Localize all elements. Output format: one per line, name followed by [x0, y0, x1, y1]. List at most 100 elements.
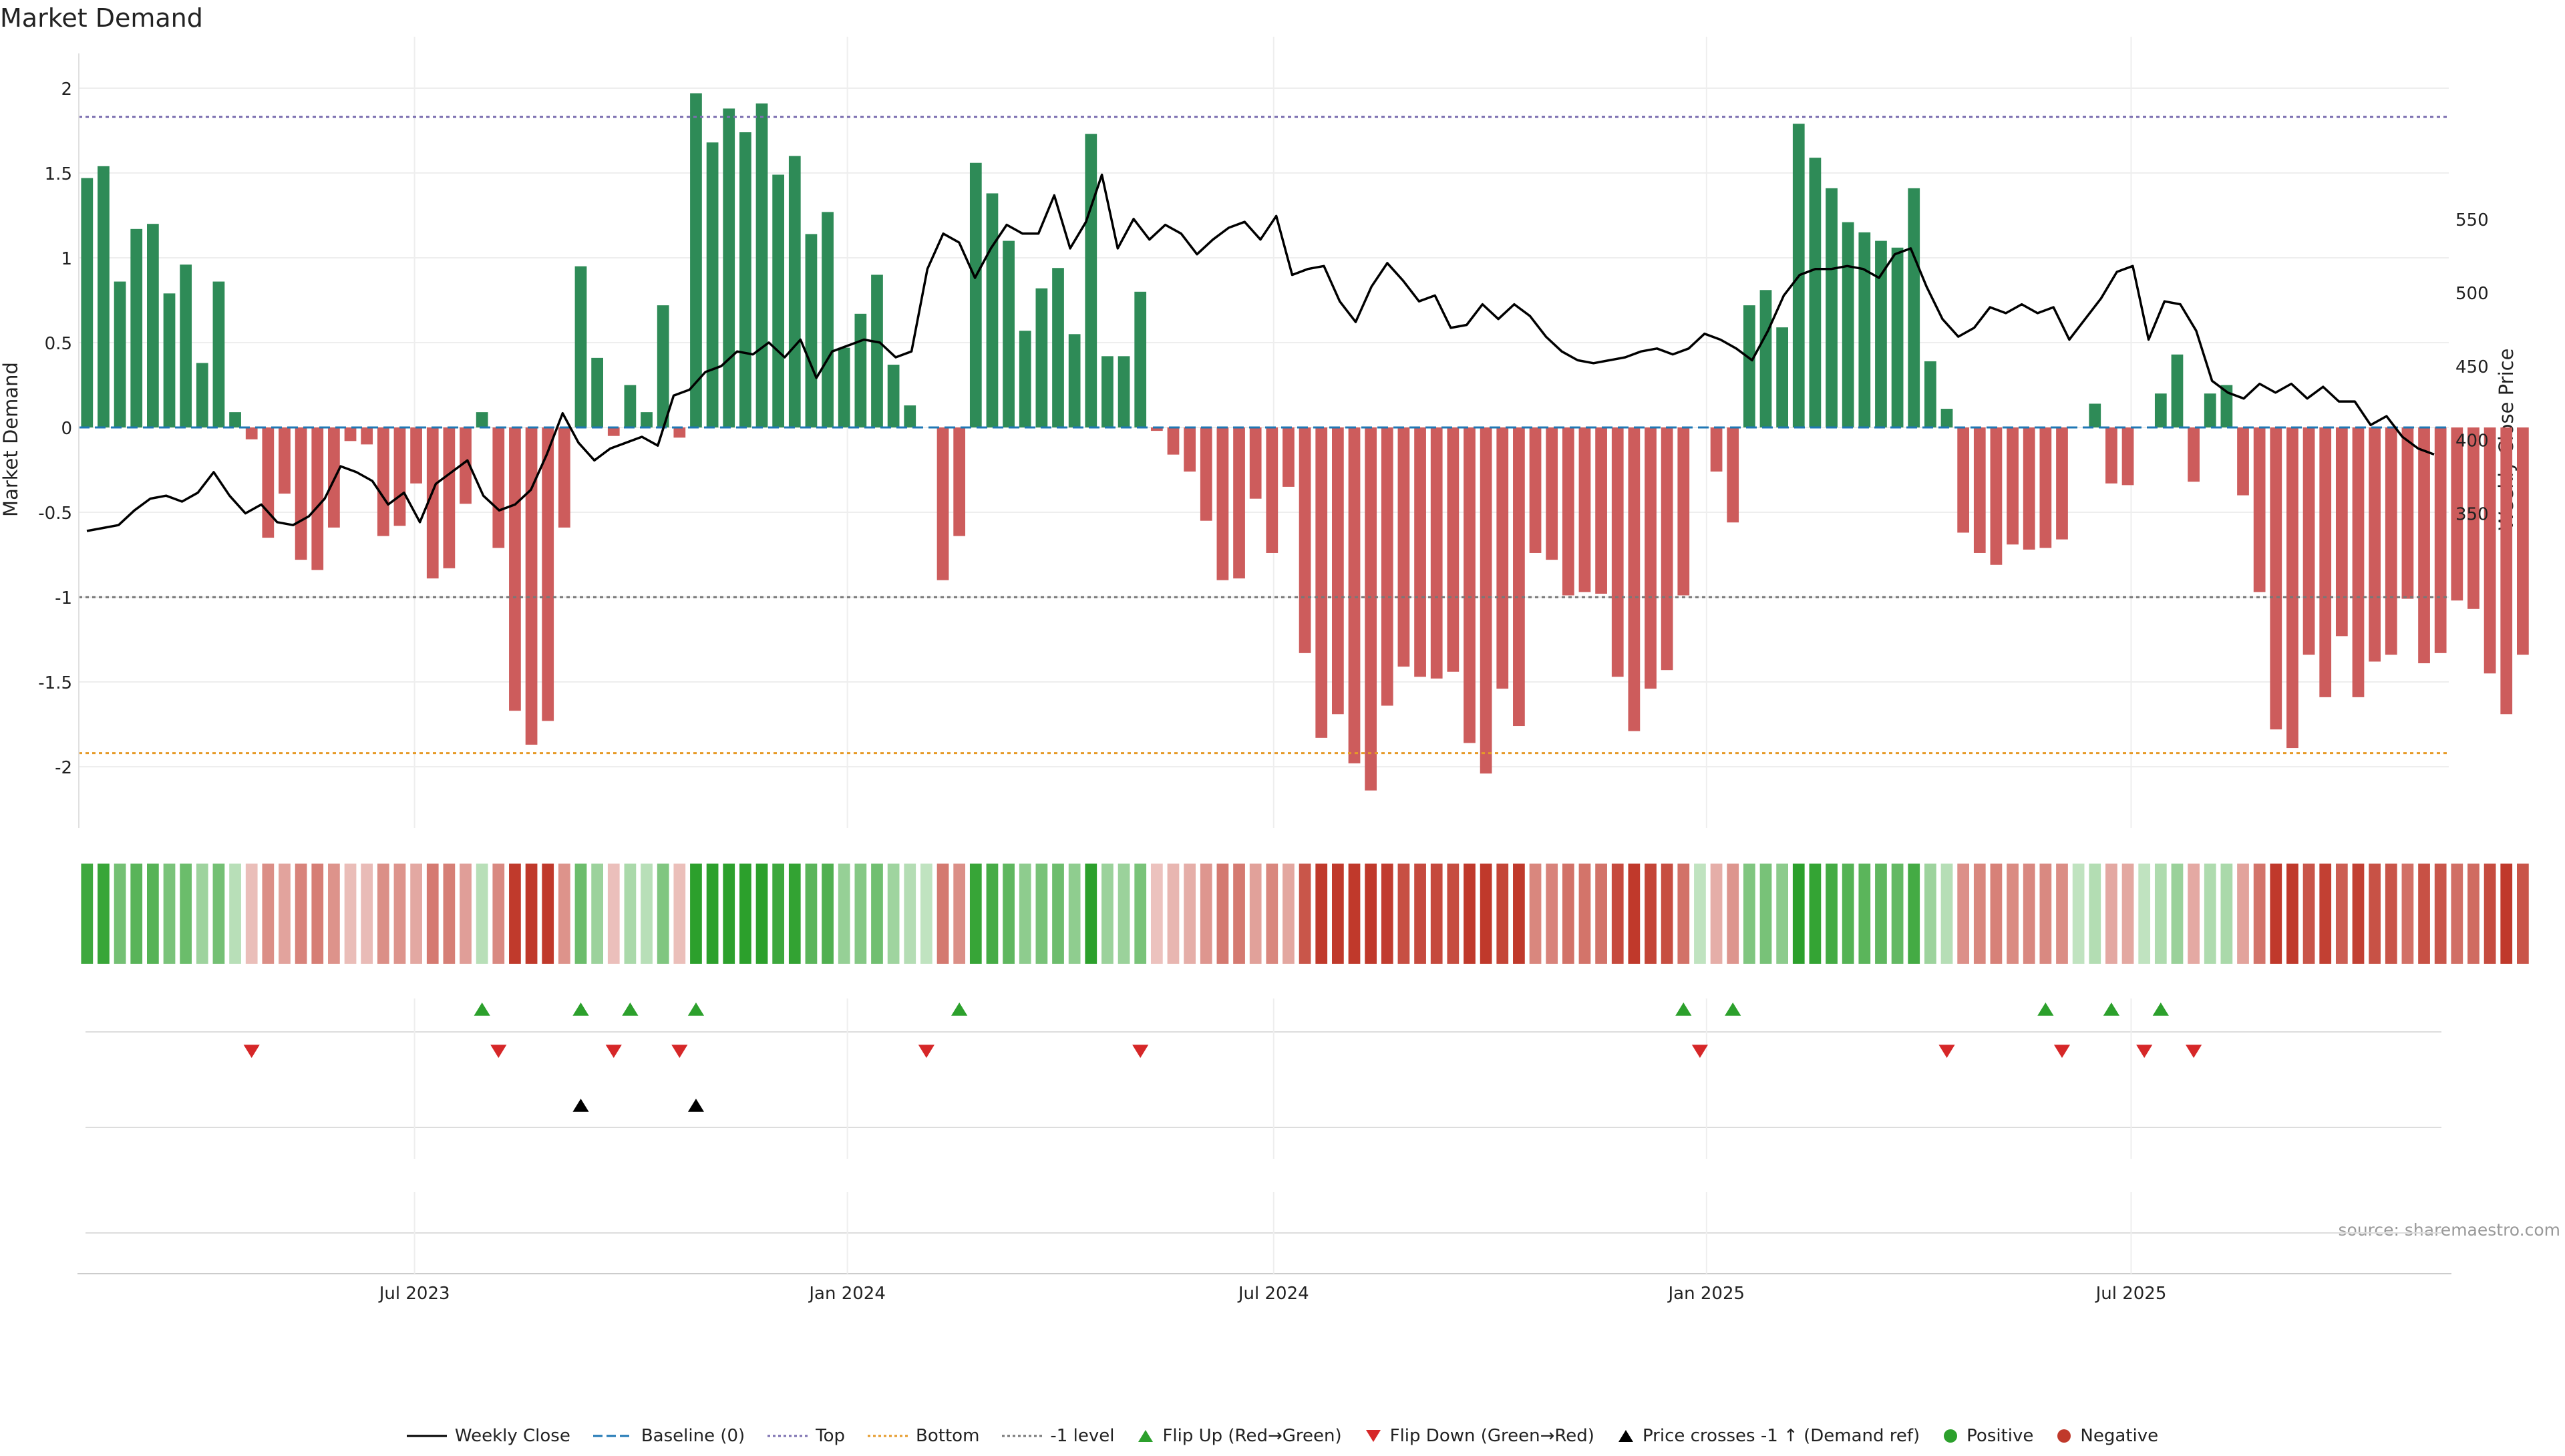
heat-cell [904, 864, 916, 964]
heat-cell [706, 864, 719, 964]
demand-bar [509, 427, 521, 711]
heat-cell [328, 864, 340, 964]
demand-bar [1003, 240, 1015, 427]
flip-down-marker [918, 1045, 935, 1058]
legend-label: Top [816, 1426, 846, 1446]
heat-cell [180, 864, 192, 964]
heat-cell [1233, 864, 1245, 964]
heat-cell [1052, 864, 1064, 964]
heat-cell [2286, 864, 2298, 964]
demand-bar [163, 293, 176, 427]
demand-bar [558, 427, 570, 528]
demand-bar [2484, 427, 2496, 674]
heat-cell [607, 864, 620, 964]
heat-cell [1858, 864, 1871, 964]
demand-bar [1529, 427, 1542, 553]
legend-label: Price crosses -1 ↑ (Demand ref) [1642, 1426, 1920, 1446]
chart-title: Market Demand [0, 3, 203, 33]
demand-bar [2204, 393, 2216, 427]
demand-bar [344, 427, 357, 441]
heat-cell [838, 864, 850, 964]
heat-cell [969, 864, 982, 964]
demand-bar [460, 427, 472, 504]
heat-cell [2467, 864, 2480, 964]
demand-bar [1332, 427, 1344, 715]
heat-cell [936, 864, 949, 964]
heat-cell [641, 864, 653, 964]
heat-cell [2188, 864, 2200, 964]
demand-bar [1826, 188, 1838, 427]
y2-tick-label: 450 [2455, 357, 2489, 377]
demand-bar [2352, 427, 2365, 697]
demand-bar [1496, 427, 1509, 689]
y-tick-label: 1.5 [45, 164, 72, 184]
heat-cell [2352, 864, 2365, 964]
heat-cell [1068, 864, 1081, 964]
demand-bar [1875, 240, 1887, 427]
legend-label: Weekly Close [454, 1426, 570, 1446]
demand-bar [245, 427, 258, 439]
y-tick-label: -1 [55, 588, 72, 608]
heat-cell [1611, 864, 1624, 964]
heat-cell [460, 864, 472, 964]
demand-bar [2089, 403, 2101, 427]
heat-cell [739, 864, 751, 964]
flip-down-marker [243, 1045, 260, 1058]
heat-cell [2319, 864, 2332, 964]
demand-bar [641, 412, 653, 427]
demand-bar [1480, 427, 1492, 774]
demand-bar [295, 427, 307, 560]
demand-bar [706, 142, 719, 427]
demand-bar [492, 427, 505, 548]
heat-cell [509, 864, 521, 964]
demand-bar [2023, 427, 2035, 550]
demand-bar [2517, 427, 2529, 655]
legend-item: -1 level [1002, 1426, 1114, 1446]
flip-down-marker [2053, 1045, 2071, 1058]
heat-cell [525, 864, 538, 964]
demand-bar [1184, 427, 1196, 472]
reference-lines [79, 116, 2449, 755]
flip-up-marker [2152, 1003, 2169, 1016]
demand-bar [212, 281, 225, 427]
heat-cell [1727, 864, 1739, 964]
heat-cell [1940, 864, 1953, 964]
demand-bar [130, 228, 143, 427]
heat-cell [657, 864, 669, 964]
x-tick-label: Jul 2025 [2095, 1284, 2167, 1304]
chart-legend: Weekly Close Baseline (0) Top Bottom -1 leve… [0, 1416, 2565, 1456]
heat-cell [492, 864, 505, 964]
legend-triangle-icon [1138, 1430, 1154, 1442]
heat-cell [1826, 864, 1838, 964]
legend-item: Price crosses -1 ↑ (Demand ref) [1617, 1426, 1920, 1446]
heat-cell [2302, 864, 2315, 964]
demand-bar [1150, 427, 1163, 431]
flip-down-marker [490, 1045, 507, 1058]
demand-bar [279, 427, 291, 494]
flip-down-marker [2136, 1045, 2153, 1058]
demand-bar [936, 427, 949, 580]
flip-up-marker [622, 1003, 639, 1016]
heat-cell [1529, 864, 1542, 964]
demand-bar [1216, 427, 1229, 580]
heat-cell [1216, 864, 1229, 964]
legend-label: Flip Down (Green→Red) [1389, 1426, 1594, 1446]
demand-bar [574, 266, 587, 427]
heat-cell [1101, 864, 1114, 964]
heat-cell [2237, 864, 2249, 964]
heat-cell [2418, 864, 2430, 964]
heat-cell [2023, 864, 2035, 964]
heat-cell [986, 864, 999, 964]
heat-cell [1562, 864, 1574, 964]
price-cross-marker [572, 1099, 589, 1112]
demand-bar [1743, 305, 1755, 427]
demand-heat-strip [81, 864, 2529, 964]
heat-cell [1645, 864, 1657, 964]
demand-bar [904, 405, 916, 427]
heat-cell [1842, 864, 1854, 964]
demand-bar [2335, 427, 2348, 636]
demand-bar [2056, 427, 2068, 540]
demand-bar [1611, 427, 1624, 677]
heat-cell [1661, 864, 1673, 964]
heat-cell [591, 864, 603, 964]
